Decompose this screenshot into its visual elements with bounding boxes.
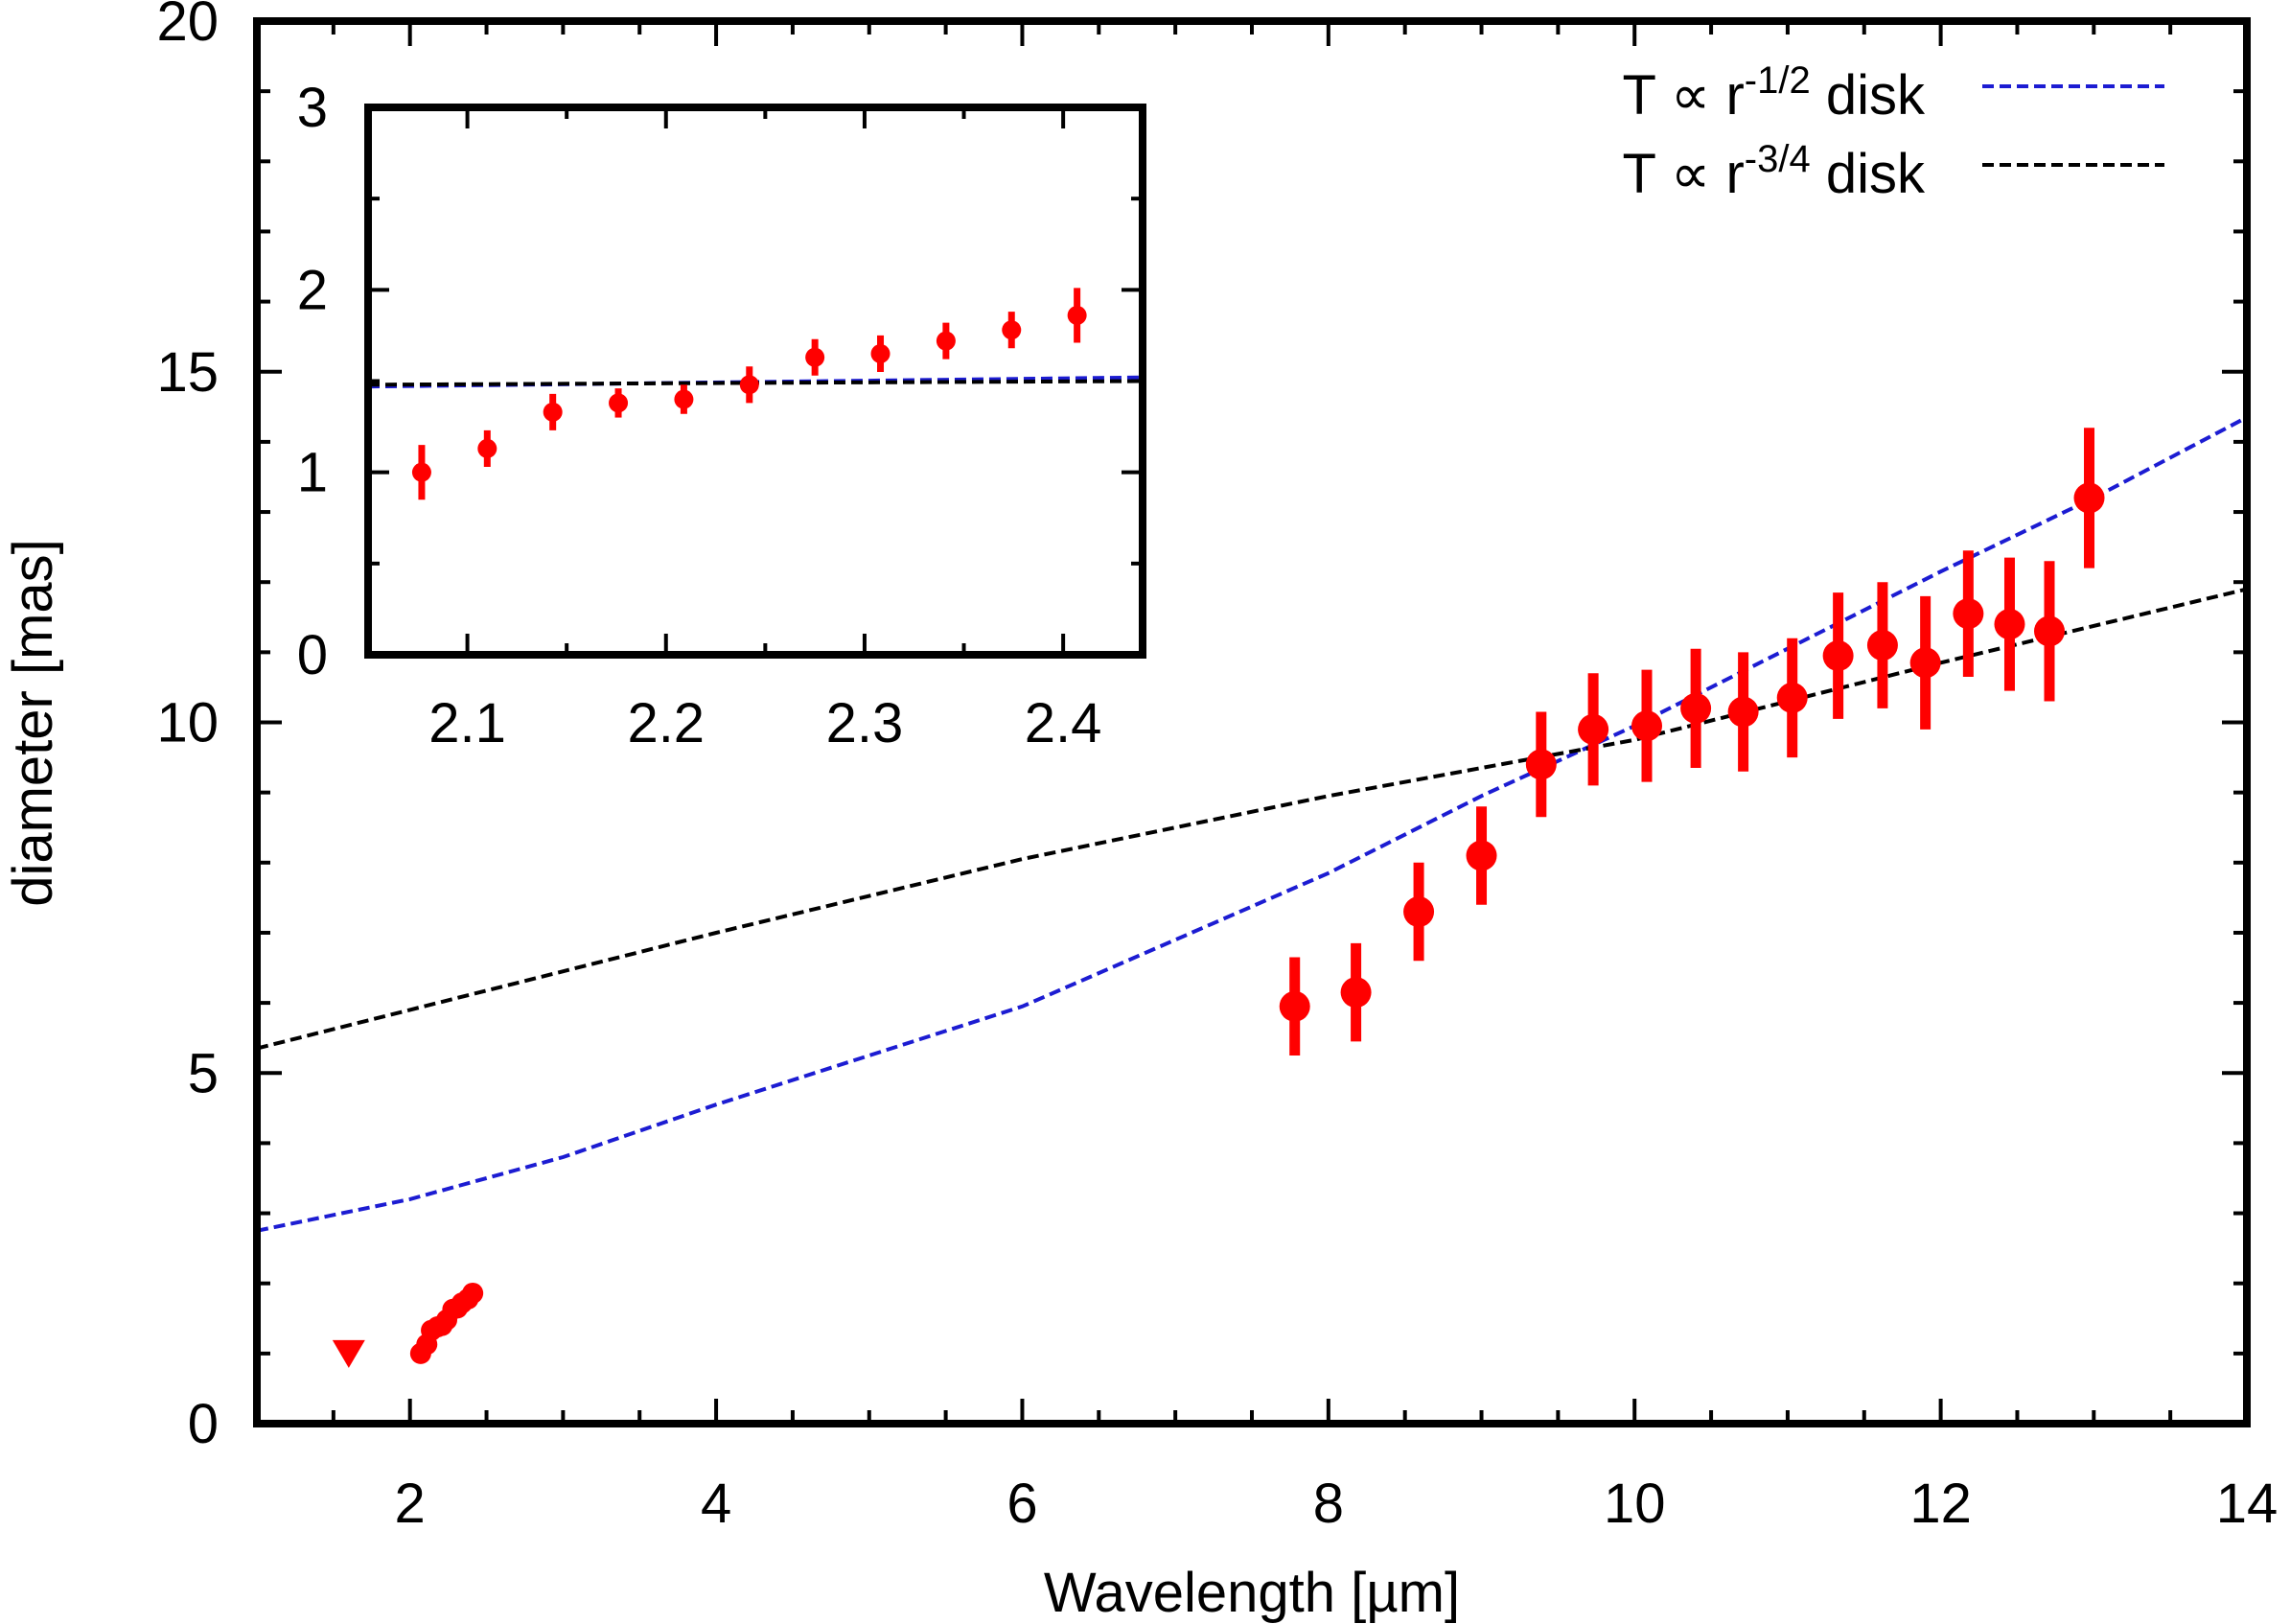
y-tick-label: 15 <box>156 341 219 404</box>
inset-x-tick-label: 2.1 <box>428 692 506 754</box>
y-axis-label: diameter [mas] <box>2 539 64 907</box>
inset-data-point <box>543 402 563 422</box>
inset-plot: 2.1 2.2 2.3 2.4 0 1 2 3 <box>297 77 1146 754</box>
inset-y-tick-label: 3 <box>297 77 328 139</box>
inset-data-points <box>411 288 1087 500</box>
x-tick-label: 8 <box>1313 1473 1344 1535</box>
model-curve-line <box>256 587 2248 1051</box>
inset-data-point <box>477 438 497 458</box>
x-axis-label: Wavelength [µm] <box>1044 1562 1460 1624</box>
data-point <box>1776 682 1808 713</box>
inset-axis-ticks: 2.1 2.2 2.3 2.4 0 1 2 3 <box>297 77 1143 754</box>
data-point <box>1680 692 1712 724</box>
y-tick-label: 20 <box>156 0 219 53</box>
data-point <box>2073 482 2105 514</box>
data-point <box>2033 615 2065 647</box>
data-point <box>1822 640 1854 672</box>
inset-data-point <box>739 375 759 395</box>
x-tick-label: 2 <box>395 1473 426 1535</box>
inset-data-point <box>870 343 891 363</box>
data-point <box>1953 598 1984 630</box>
inset-data-point <box>1002 320 1022 340</box>
legend-label-half: T ∝ r-1/2 disk <box>1622 59 1926 127</box>
data-point <box>1525 749 1557 780</box>
data-point-k-band <box>462 1282 484 1304</box>
inset-y-tick-label: 0 <box>297 624 328 686</box>
inset-data-point <box>805 347 825 367</box>
data-point <box>1466 840 1497 871</box>
data-point <box>1866 630 1898 661</box>
inset-x-tick-label: 2.3 <box>826 692 904 754</box>
x-tick-label: 12 <box>1909 1473 1972 1535</box>
x-tick-label: 6 <box>1006 1473 1037 1535</box>
data-point <box>1340 977 1372 1009</box>
inset-data-point <box>1067 305 1087 325</box>
inset-data-point <box>609 393 629 413</box>
inset-data-point <box>674 389 694 409</box>
main-model-curves <box>256 415 2248 1233</box>
inset-plot-frame <box>364 104 1146 659</box>
inset-data-point <box>411 462 431 482</box>
data-point <box>1578 713 1609 745</box>
x-tick-label: 10 <box>1604 1473 1666 1535</box>
x-tick-label: 14 <box>2216 1473 2278 1535</box>
main-plot-frame <box>253 17 2251 1427</box>
y-tick-label: 10 <box>156 692 219 754</box>
main-data-points <box>332 428 2105 1368</box>
inset-y-tick-label: 1 <box>297 442 328 504</box>
upper-limit-marker <box>332 1339 365 1368</box>
y-tick-label: 5 <box>188 1042 219 1104</box>
inset-x-tick-label: 2.4 <box>1025 692 1102 754</box>
inset-x-tick-label: 2.2 <box>627 692 705 754</box>
model-curve-line <box>256 415 2248 1233</box>
legend: T ∝ r-1/2 disk T ∝ r-3/4 disk <box>1622 59 2164 205</box>
inset-data-point <box>936 331 956 351</box>
data-point <box>1994 609 2025 640</box>
x-tick-label: 4 <box>701 1473 731 1535</box>
data-point <box>1403 896 1435 928</box>
inset-y-tick-label: 2 <box>297 259 328 321</box>
y-tick-label: 0 <box>188 1393 219 1455</box>
data-point <box>1279 990 1310 1022</box>
data-point <box>1631 710 1663 742</box>
data-point <box>1727 696 1759 728</box>
data-point <box>1909 647 1941 679</box>
